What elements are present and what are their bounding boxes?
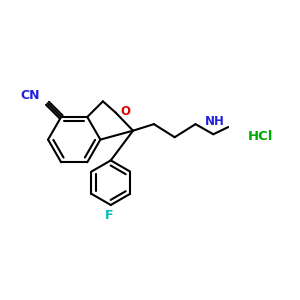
Text: NH: NH bbox=[205, 115, 225, 128]
Text: O: O bbox=[121, 105, 130, 119]
Text: CN: CN bbox=[20, 89, 40, 102]
Text: F: F bbox=[105, 209, 113, 222]
Text: HCl: HCl bbox=[247, 130, 273, 143]
